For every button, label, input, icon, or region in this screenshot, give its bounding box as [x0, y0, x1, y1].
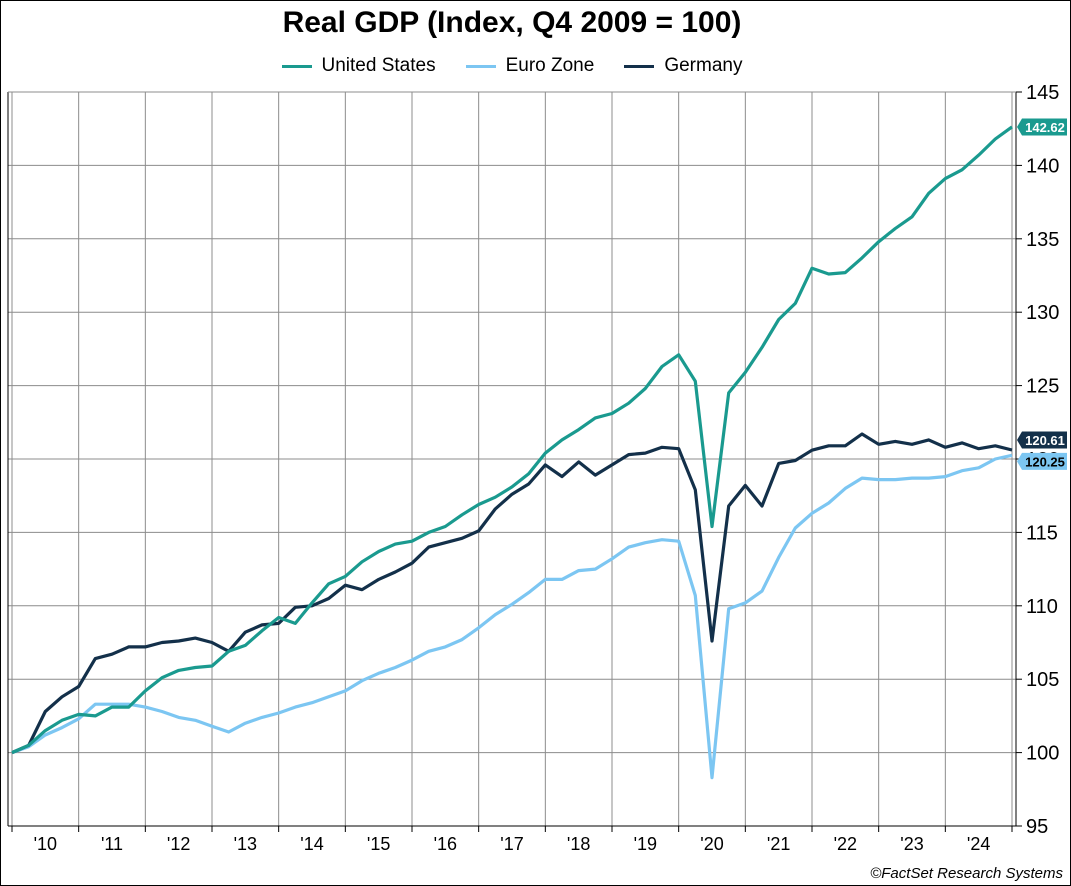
x-tick-label: '10 — [34, 834, 57, 854]
legend-label-euro-zone: Euro Zone — [505, 55, 595, 76]
x-tick-label: '21 — [767, 834, 790, 854]
x-tick-label: '13 — [234, 834, 257, 854]
legend-item-germany: Germany — [624, 55, 742, 77]
end-value-label-germany: 120.61 — [1025, 433, 1065, 448]
series-line-united-states — [11, 125, 1013, 755]
x-tick-label: '19 — [634, 834, 657, 854]
y-tick-label: 140 — [1026, 155, 1059, 177]
x-tick-label: '15 — [367, 834, 390, 854]
legend-label-germany: Germany — [664, 55, 743, 76]
y-tick-label: 95 — [1026, 816, 1048, 838]
end-value-badge-united-states — [1017, 118, 1067, 136]
x-tick-label: '16 — [434, 834, 457, 854]
x-tick-label: '11 — [101, 834, 123, 854]
x-tick-label: '20 — [700, 834, 723, 854]
y-tick-label: 145 — [1026, 82, 1059, 104]
legend-label-united-states: United States — [321, 55, 436, 76]
chart-title: Real GDP (Index, Q4 2009 = 100) — [282, 6, 742, 39]
legend-swatch-euro-zone — [465, 64, 496, 68]
y-tick-label: 100 — [1026, 743, 1059, 765]
end-value-badge-euro-zone — [1017, 452, 1067, 470]
y-tick-label: 125 — [1026, 376, 1059, 398]
legend: United States Euro Zone Germany — [0, 55, 1024, 77]
series-line-euro-zone — [11, 453, 1013, 780]
series-line-germany — [11, 432, 1013, 755]
y-tick-label: 105 — [1026, 669, 1059, 691]
end-value-label-united-states: 142.62 — [1025, 120, 1065, 135]
x-tick-label: '14 — [300, 834, 323, 854]
end-value-label-euro-zone: 120.25 — [1025, 454, 1065, 469]
end-value-badge-germany — [1017, 431, 1067, 449]
y-tick-label: 115 — [1026, 522, 1058, 544]
x-tick-label: '12 — [167, 834, 190, 854]
x-tick-label: '23 — [900, 834, 923, 854]
y-tick-label: 110 — [1026, 596, 1058, 618]
legend-item-united-states: United States — [281, 55, 436, 77]
x-tick-label: '24 — [967, 834, 990, 854]
y-tick-label: 130 — [1026, 302, 1059, 324]
source-credit: ©FactSet Research Systems — [870, 865, 1063, 882]
x-tick-label: '18 — [567, 834, 590, 854]
legend-item-euro-zone: Euro Zone — [465, 55, 595, 77]
legend-swatch-germany — [624, 64, 655, 68]
x-tick-label: '22 — [834, 834, 857, 854]
x-tick-label: '17 — [500, 834, 523, 854]
legend-swatch-united-states — [281, 64, 312, 68]
y-tick-label: 135 — [1026, 229, 1059, 251]
